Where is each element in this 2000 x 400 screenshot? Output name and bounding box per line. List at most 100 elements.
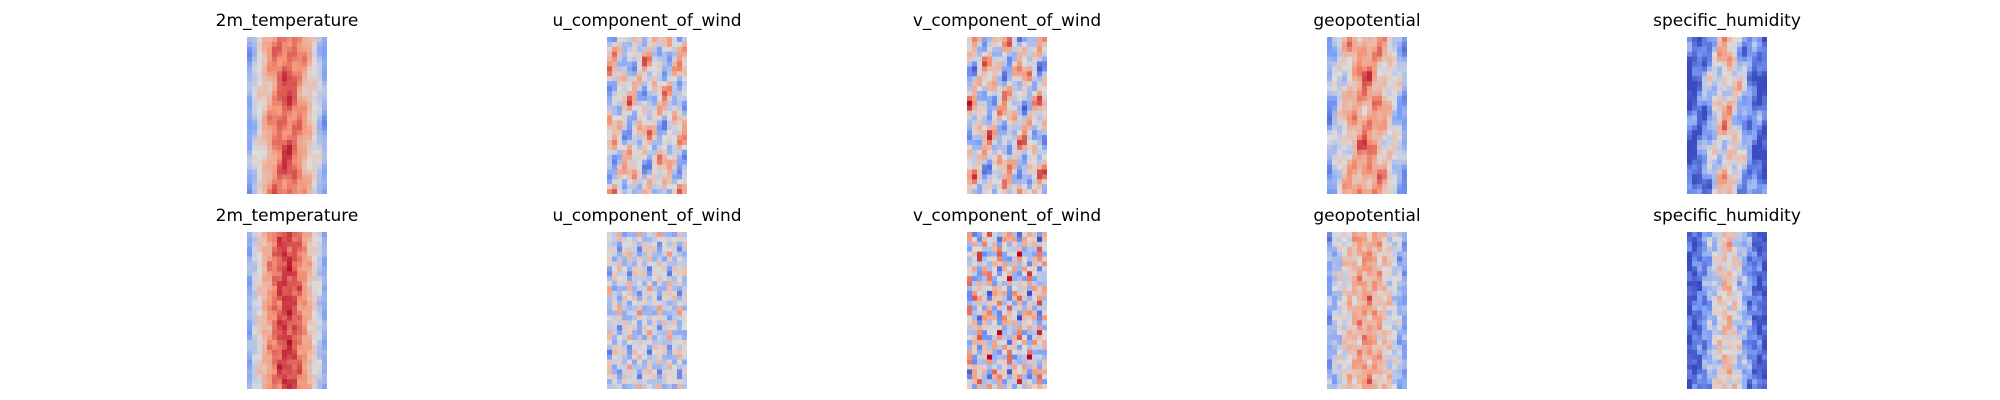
field-cell <box>672 154 678 161</box>
field-cell <box>267 105 273 111</box>
field-cell <box>652 364 658 370</box>
field-cell <box>1742 189 1748 194</box>
field-cell <box>1002 335 1008 341</box>
field-cell <box>262 379 268 385</box>
field-cell <box>682 159 687 165</box>
field-cell <box>1757 232 1763 238</box>
field-cell <box>1702 125 1708 131</box>
field-cell <box>632 310 638 316</box>
field-cell <box>1012 256 1018 262</box>
field-cell <box>1712 46 1718 53</box>
field-cell <box>677 66 683 72</box>
field-cell <box>1332 189 1338 194</box>
field-cell <box>637 149 643 156</box>
field-cell <box>612 276 618 282</box>
field-cell <box>292 66 298 72</box>
field-cell <box>1747 125 1753 131</box>
field-cell <box>282 159 288 165</box>
field-cell <box>252 76 258 82</box>
field-cell <box>652 105 658 111</box>
field-cell <box>1012 41 1018 48</box>
field-cell <box>967 189 973 194</box>
field-cell <box>617 144 623 151</box>
field-cell <box>972 130 978 136</box>
field-cell <box>257 100 263 107</box>
field-cell <box>682 281 687 287</box>
field-cell <box>1397 130 1403 136</box>
field-cell <box>1727 246 1733 253</box>
field-cell <box>637 364 643 370</box>
field-cell <box>682 359 687 365</box>
field-cell <box>302 110 308 116</box>
field-cell <box>1702 140 1708 146</box>
field-cell <box>252 276 258 282</box>
field-cell <box>607 71 613 77</box>
field-cell <box>322 144 327 151</box>
field-cell <box>1387 125 1393 131</box>
field-cell <box>1002 130 1008 136</box>
field-cell <box>632 95 638 102</box>
field-cell <box>1022 159 1028 165</box>
field-cell <box>1012 246 1018 253</box>
field-cell <box>1042 241 1047 248</box>
field-cell <box>967 46 973 53</box>
field-cell <box>1037 135 1043 141</box>
field-cell <box>1762 174 1767 180</box>
field-cell <box>1732 135 1738 141</box>
field-cell <box>1382 81 1388 87</box>
field-cell <box>647 320 653 326</box>
field-cell <box>652 285 658 292</box>
field-cell <box>1022 120 1028 126</box>
field-cell <box>1727 56 1733 62</box>
field-cell <box>1732 246 1738 253</box>
field-cell <box>1702 86 1708 92</box>
field-cell <box>1042 261 1047 267</box>
field-cell <box>272 110 278 116</box>
field-cell <box>312 100 318 107</box>
field-cell <box>617 130 623 136</box>
field-cell <box>667 261 673 267</box>
field-cell <box>317 100 323 107</box>
field-cell <box>247 125 253 131</box>
field-cell <box>1022 71 1028 77</box>
field-cell <box>267 236 273 243</box>
field-cell <box>677 86 683 92</box>
field-cell <box>1387 290 1393 297</box>
field-cell <box>312 261 318 267</box>
panel-r1-geopotential: geopotential <box>1313 11 1421 194</box>
field-cell <box>1402 344 1407 351</box>
field-cell <box>1692 300 1698 306</box>
field-cell <box>307 359 313 365</box>
field-cell <box>1382 285 1388 292</box>
field-cell <box>282 154 288 161</box>
field-cell <box>1332 135 1338 141</box>
field-cell <box>282 144 288 151</box>
field-cell <box>1012 46 1018 53</box>
field-cell <box>262 174 268 180</box>
field-cell <box>1022 379 1028 385</box>
field-cell <box>1717 174 1723 180</box>
field-cell <box>1362 330 1368 336</box>
field-cell <box>262 164 268 170</box>
field-cell <box>1732 41 1738 48</box>
field-cell <box>312 266 318 272</box>
field-cell <box>1387 100 1393 107</box>
field-cell <box>1372 320 1378 326</box>
field-cell <box>1732 290 1738 297</box>
field-cell <box>1697 189 1703 194</box>
field-cell <box>1347 379 1353 385</box>
field-cell <box>252 37 258 43</box>
field-cell <box>987 276 993 282</box>
field-cell <box>662 76 668 82</box>
field-cell <box>977 105 983 111</box>
field-cell <box>1342 71 1348 77</box>
field-cell <box>1712 169 1718 175</box>
field-cell <box>292 61 298 67</box>
field-cell <box>1017 184 1023 190</box>
field-cell <box>617 305 623 311</box>
field-cell <box>977 256 983 262</box>
field-cell <box>1337 81 1343 87</box>
field-cell <box>297 359 303 365</box>
field-cell <box>1337 37 1343 43</box>
field-cell <box>302 86 308 92</box>
